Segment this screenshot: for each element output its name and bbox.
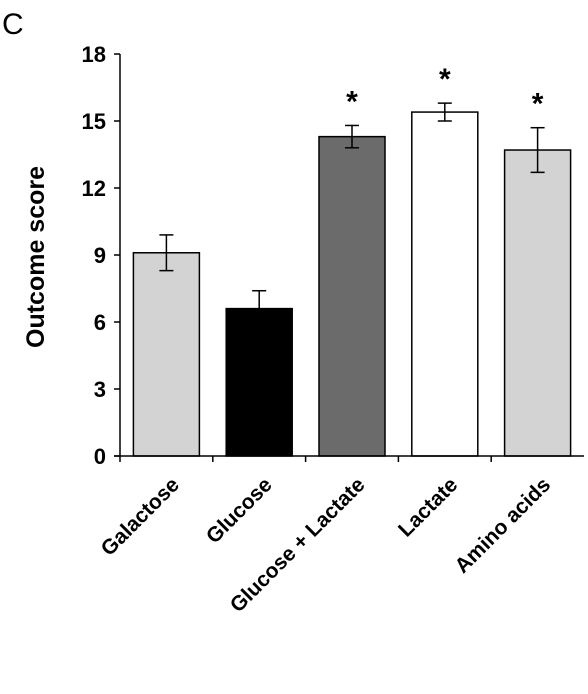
y-tick-label: 3 [94,377,106,402]
y-axis-title: Outcome score [22,166,50,348]
x-category-label: Glucose [202,473,277,548]
y-tick-label: 15 [82,109,106,134]
significance-marker: * [532,88,544,121]
bar [503,149,572,457]
bars: * * * [132,63,572,457]
significance-marker: * [439,63,451,96]
y-axis: 0 3 6 9 12 15 18 [82,42,120,469]
bar [132,252,201,457]
y-tick-label: 0 [94,444,106,469]
x-category-label: Galactose [97,473,184,560]
significance-marker: * [346,85,358,118]
y-tick-label: 12 [82,176,106,201]
panel-label: C [2,8,24,41]
x-category-label: Amino acids [451,473,556,578]
x-category-label: Lactate [394,473,462,541]
y-tick-label: 18 [82,42,106,67]
bar [225,307,293,457]
y-tick-label: 9 [94,243,106,268]
bar [411,111,479,457]
y-tick-label: 6 [94,310,106,335]
bar [318,135,386,457]
